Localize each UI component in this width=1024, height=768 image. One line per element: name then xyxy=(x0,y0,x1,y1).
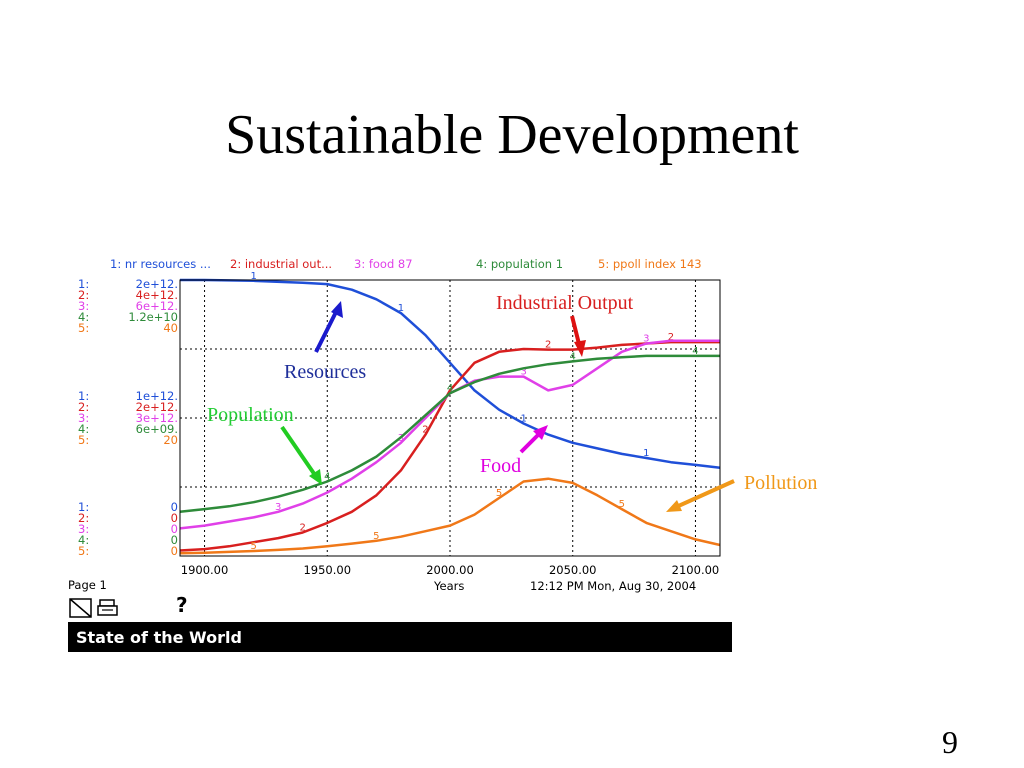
legend-item-population: 4: population 1 xyxy=(476,257,564,271)
y-scale-bottom: 1: 2: 3: 4: 5: 0 0 0 0 0 xyxy=(68,500,180,560)
scale-label: 4: xyxy=(78,422,90,436)
x-tick-label: 1950.00 xyxy=(303,563,351,577)
x-tick-label: 2050.00 xyxy=(549,563,597,577)
annotation-pollution: Pollution xyxy=(744,472,818,494)
scale-value: 2e+12. xyxy=(135,277,178,291)
scale-value: 0 xyxy=(170,500,178,514)
x-tick-labels: 1900.00 1950.00 2000.00 2050.00 2100.00 xyxy=(181,563,719,577)
series-marker-label: 1 xyxy=(250,271,256,282)
series-marker-label: 5 xyxy=(250,541,256,552)
scale-value: 0 xyxy=(170,544,178,558)
series-marker-label: 3 xyxy=(643,333,649,344)
window-title: State of the World xyxy=(76,628,242,647)
scale-value: 3e+12. xyxy=(135,411,178,425)
scale-value: 0 xyxy=(170,533,178,547)
series-marker-label: 4 xyxy=(324,471,330,482)
scale-label: 1: xyxy=(78,500,90,514)
series-marker-label: 1 xyxy=(520,414,526,425)
scale-label: 3: xyxy=(78,522,90,536)
help-icon[interactable]: ? xyxy=(176,593,188,617)
scale-label: 2: xyxy=(78,288,90,302)
scale-label: 3: xyxy=(78,299,90,313)
page-number: 9 xyxy=(942,724,958,760)
y-scale-top: 1: 2: 3: 4: 5: 2e+12. 4e+12. 6e+12. 1.2e… xyxy=(68,277,180,337)
series-marker-label: 2 xyxy=(668,332,674,343)
scale-value: 6e+09. xyxy=(135,422,178,436)
series-marker-label: 2 xyxy=(422,425,428,436)
scale-label: 1: xyxy=(78,277,90,291)
stella-graph-window: 1: nr resources ... 2: industrial out...… xyxy=(68,248,732,652)
series-line-4 xyxy=(179,354,720,514)
series-marker-label: 1 xyxy=(398,303,404,314)
scale-value: 6e+12. xyxy=(135,299,178,313)
scale-label: 3: xyxy=(78,411,90,425)
series-line-1 xyxy=(180,278,721,469)
scale-value: 40 xyxy=(163,321,178,335)
series-marker-label: 2 xyxy=(545,340,551,351)
y-scale-mid: 1: 2: 3: 4: 5: 1e+12. 2e+12. 3e+12. 6e+0… xyxy=(68,389,180,449)
series-marker-label: 5 xyxy=(373,531,379,542)
scale-label: 2: xyxy=(78,400,90,414)
scale-value: 0 xyxy=(170,522,178,536)
series-line-2 xyxy=(179,340,720,552)
series-line-5 xyxy=(179,477,721,555)
series-marker-label: 4 xyxy=(570,351,576,362)
scale-label: 5: xyxy=(78,544,90,558)
x-tick-label: 2100.00 xyxy=(672,563,720,577)
plot-frame xyxy=(179,279,721,557)
annotation-food: Food xyxy=(480,455,522,477)
annotation-population: Population xyxy=(207,404,294,426)
series-marker-label: 5 xyxy=(619,499,625,510)
scale-value: 1e+12. xyxy=(135,389,178,403)
scale-value: 4e+12. xyxy=(135,288,178,302)
scale-label: 5: xyxy=(78,321,90,335)
legend-item-resources: 1: nr resources ... xyxy=(110,257,211,271)
x-tick-label: 1900.00 xyxy=(181,563,229,577)
legend-item-food: 3: food 87 xyxy=(354,257,413,271)
series-marker-label: 3 xyxy=(520,367,526,378)
legend-item-pollution: 5: ppoll index 143 xyxy=(598,257,702,271)
page-turn-icon[interactable] xyxy=(69,598,93,618)
scale-label: 5: xyxy=(78,433,90,447)
series-marker-label: 4 xyxy=(692,346,698,357)
annotation-resources: Resources xyxy=(284,361,367,383)
page-label: Page 1 xyxy=(68,578,107,592)
graph-legend: 1: nr resources ... 2: industrial out...… xyxy=(68,248,732,276)
scale-label: 4: xyxy=(78,310,90,324)
series-marker-label: 1 xyxy=(643,448,649,459)
scale-value: 20 xyxy=(163,433,178,447)
scale-value: 2e+12. xyxy=(135,400,178,414)
scale-value: 1.2e+10 xyxy=(128,310,178,324)
print-icon[interactable] xyxy=(96,598,120,618)
scale-value: 0 xyxy=(170,511,178,525)
scale-label: 1: xyxy=(78,389,90,403)
x-tick-label: 2000.00 xyxy=(426,563,474,577)
scale-label: 4: xyxy=(78,533,90,547)
series-marker-label: 4 xyxy=(447,383,453,394)
window-title-bar: State of the World xyxy=(68,622,732,652)
scale-label: 2: xyxy=(78,511,90,525)
timestamp: 12:12 PM Mon, Aug 30, 2004 xyxy=(530,579,697,593)
series-marker-label: 5 xyxy=(496,488,502,499)
series-marker-label: 2 xyxy=(300,523,306,534)
series-marker-label: 3 xyxy=(275,502,281,513)
x-axis-label: Years xyxy=(434,579,465,593)
legend-item-industrial: 2: industrial out... xyxy=(230,257,333,271)
annotation-industrial-output: Industrial Output xyxy=(496,292,634,314)
slide-title: Sustainable Development xyxy=(225,104,799,166)
